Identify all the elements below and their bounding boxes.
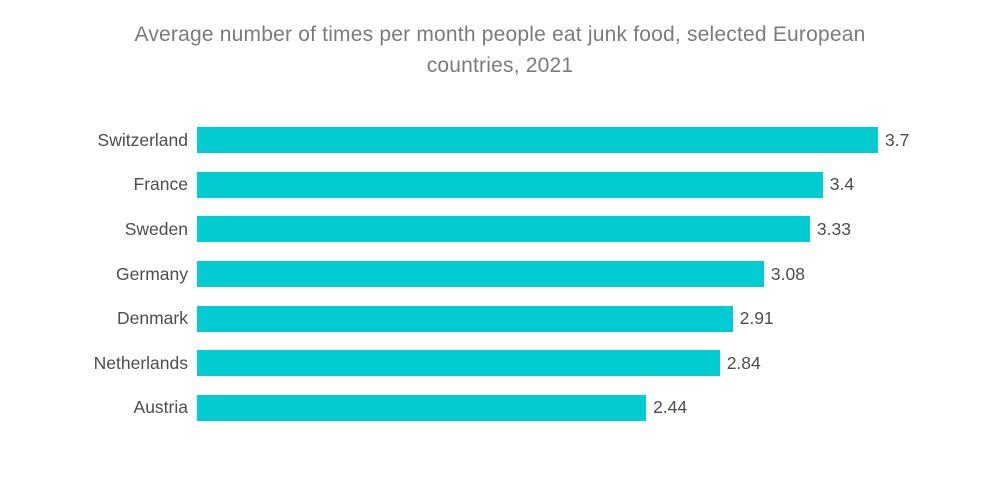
bar [197,394,647,421]
chart-title: Average number of times per month people… [134,23,866,77]
category-label: Austria [133,397,188,418]
bar-row: Switzerland 3.7 [0,118,1000,163]
value-label: 3.4 [829,174,855,195]
bar [197,305,733,332]
bar [197,261,764,288]
category-label: Denmark [117,308,188,329]
category-label: Netherlands [93,352,188,373]
bar-row: France 3.4 [0,163,1000,208]
value-label: 2.84 [726,352,761,373]
value-label: 2.91 [739,308,774,329]
bar [197,216,810,243]
bar-row: Denmark 2.91 [0,296,1000,341]
bar-row: Sweden 3.33 [0,207,1000,252]
value-label: 3.33 [816,218,851,239]
category-label: Germany [116,263,188,284]
category-label: Sweden [124,218,188,239]
value-label: 3.08 [770,263,805,284]
category-label: France [133,174,188,195]
bar [197,171,823,198]
value-label: 2.44 [653,397,688,418]
bar [197,350,720,377]
bar-row: Austria 2.44 [0,386,1000,431]
bar-row: Germany 3.08 [0,252,1000,297]
value-label: 3.7 [885,129,910,150]
bar-row: Netherlands 2.84 [0,341,1000,386]
category-label: Switzerland [97,129,188,150]
bar-chart: Switzerland 3.7 France 3.4 Sweden 3.33 Germany… [0,118,1000,430]
bar [197,127,878,154]
